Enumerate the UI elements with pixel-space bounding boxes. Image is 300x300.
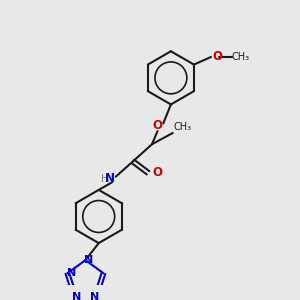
Text: N: N bbox=[71, 292, 81, 300]
Text: H: H bbox=[101, 173, 109, 184]
Text: O: O bbox=[152, 166, 162, 179]
Text: N: N bbox=[90, 292, 99, 300]
Text: O: O bbox=[153, 119, 163, 132]
Text: N: N bbox=[84, 255, 93, 265]
Text: N: N bbox=[105, 172, 115, 185]
Text: CH₃: CH₃ bbox=[174, 122, 192, 132]
Text: N: N bbox=[67, 268, 76, 278]
Text: O: O bbox=[212, 50, 222, 64]
Text: CH₃: CH₃ bbox=[232, 52, 250, 62]
